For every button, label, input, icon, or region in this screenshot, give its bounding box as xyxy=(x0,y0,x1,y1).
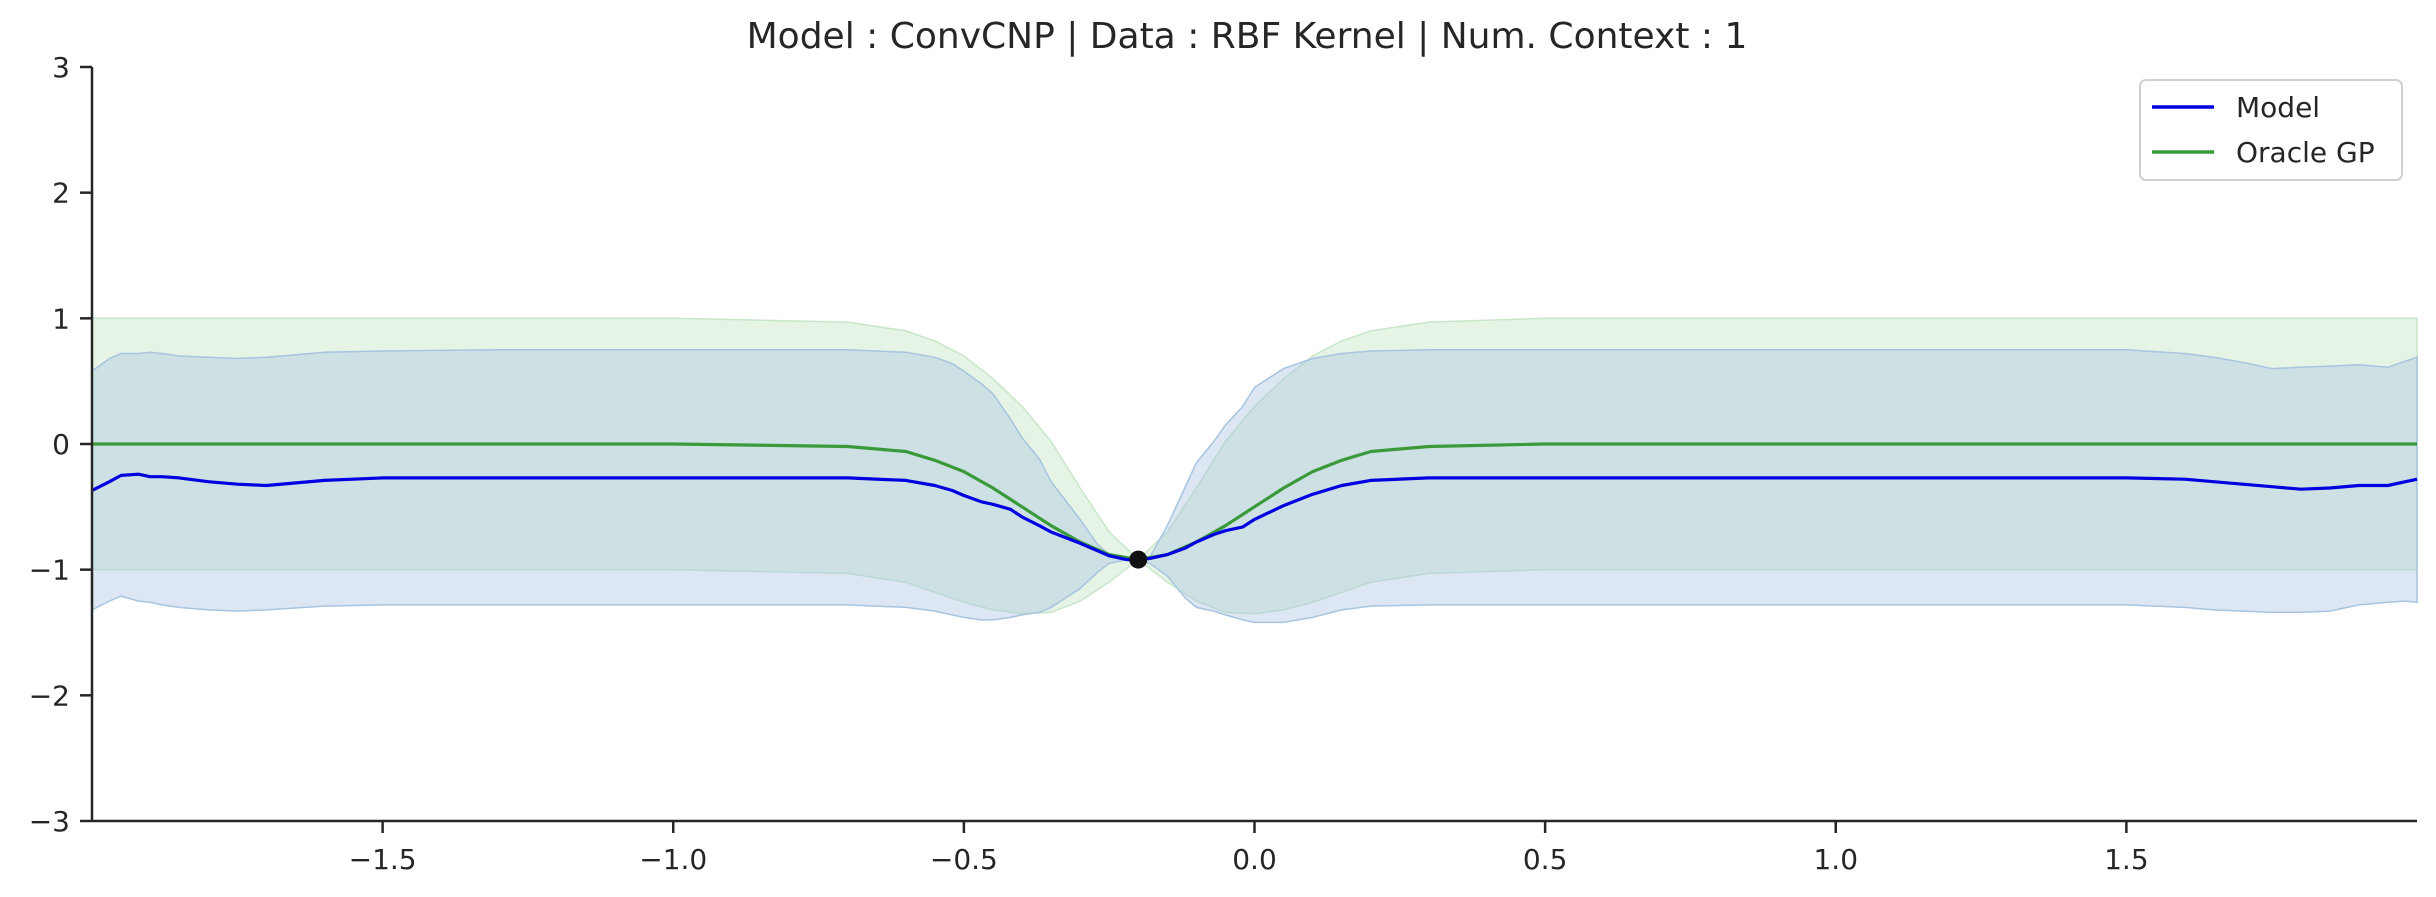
legend-box xyxy=(2139,79,2403,181)
y-tick-label: −2 xyxy=(29,679,70,712)
axes: 3 2 1 0 −1 −2 −3 −1.5 −1.0 −0.5 0.0 0.5 1.0 1.5 xyxy=(29,51,2417,876)
series-lines xyxy=(91,442,2418,562)
x-tick-label: 0.0 xyxy=(1232,843,1277,876)
x-tick-label: −0.5 xyxy=(930,843,998,876)
x-tick-label: −1.0 xyxy=(639,843,707,876)
y-tick-label: 0 xyxy=(52,428,70,461)
uncertainty-bands xyxy=(91,317,2418,624)
legend-label-model: Model xyxy=(2236,91,2320,124)
y-tick-label: −1 xyxy=(29,554,70,587)
context-point-0 xyxy=(1129,550,1148,569)
legend: Model Oracle GP xyxy=(2139,79,2403,181)
y-tick-label: 2 xyxy=(52,177,70,210)
x-tick-label: 1.5 xyxy=(2104,843,2149,876)
band-model xyxy=(91,349,2418,624)
x-tick-label: 1.0 xyxy=(1813,843,1858,876)
legend-label-oracle-gp: Oracle GP xyxy=(2236,136,2375,169)
y-tick-label: 1 xyxy=(52,302,70,335)
chart-title: Model : ConvCNP | Data : RBF Kernel | Nu… xyxy=(747,16,1748,57)
x-tick-label: 0.5 xyxy=(1523,843,1568,876)
context-points xyxy=(1129,550,1148,569)
y-tick-label: 3 xyxy=(52,51,70,84)
x-tick-label: −1.5 xyxy=(349,843,417,876)
y-tick-label: −3 xyxy=(29,805,70,838)
line-model xyxy=(91,472,2418,562)
